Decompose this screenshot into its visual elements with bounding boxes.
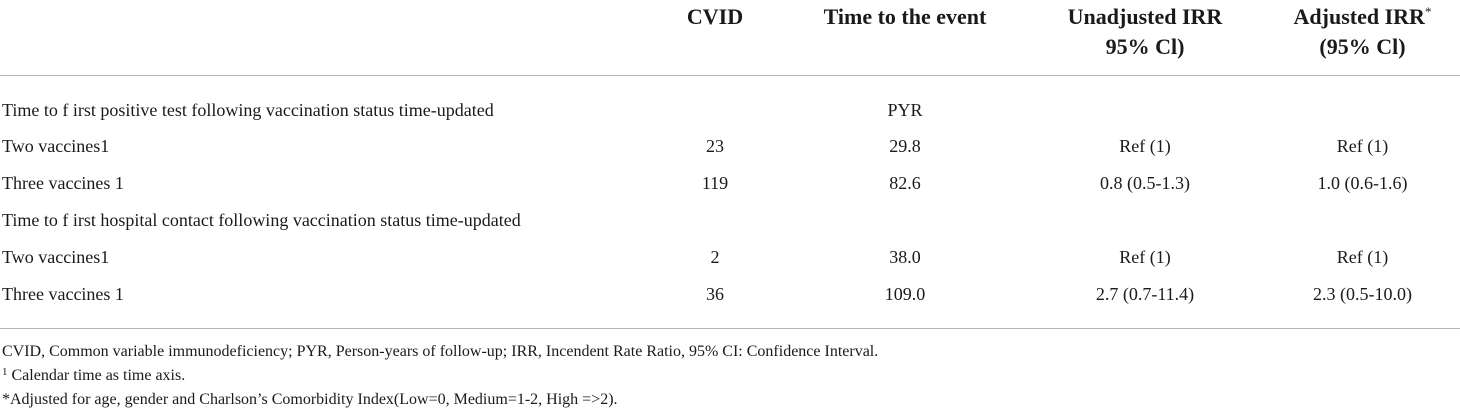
- header-adjusted-irr: Adjusted IRR* (95% Cl): [1265, 2, 1460, 62]
- row-cvid: 2: [710, 247, 720, 267]
- row-adjusted: Ref (1): [1336, 247, 1389, 267]
- footnote-marker: 1: [2, 366, 8, 378]
- row-cvid: 23: [706, 136, 724, 156]
- row-unadjusted: Ref (1): [1119, 247, 1171, 267]
- row-time: 38.0: [889, 247, 921, 267]
- row-cvid: 119: [701, 173, 729, 193]
- row-label: Two vaccines1: [2, 247, 110, 267]
- section-unit: PYR: [887, 100, 923, 120]
- row-cvid: 36: [706, 284, 724, 304]
- footnote-calendar-time: 1 Calendar time as time axis.: [2, 366, 185, 386]
- row-label: Three vaccines 1: [2, 284, 124, 304]
- header-adjusted-line1: Adjusted IRR*: [1265, 2, 1460, 32]
- row-unadjusted: 0.8 (0.5-1.3): [1100, 173, 1190, 193]
- row-adjusted: Ref (1): [1336, 136, 1389, 156]
- header-unadjusted-irr: Unadjusted IRR 95% Cl): [1030, 2, 1260, 62]
- header-unadjusted-line1: Unadjusted IRR: [1067, 4, 1223, 29]
- table-bottom-rule: [0, 328, 1460, 329]
- header-cvid: CVID: [686, 4, 744, 29]
- row-label: Three vaccines 1: [2, 173, 124, 193]
- header-adjusted-label: Adjusted IRR: [1293, 4, 1425, 29]
- row-unadjusted: Ref (1): [1119, 136, 1171, 156]
- header-unadjusted-line2: 95% Cl): [1105, 34, 1185, 59]
- footnote-abbreviations: CVID, Common variable immunodeficiency; …: [2, 343, 879, 360]
- footnote-adjusted-for: *Adjusted for age, gender and Charlson’s…: [2, 391, 618, 408]
- row-label: Two vaccines1: [2, 136, 110, 156]
- header-time-to-event: Time to the event: [823, 4, 987, 29]
- header-rule: [0, 75, 1460, 76]
- row-adjusted: 1.0 (0.6-1.6): [1317, 173, 1408, 193]
- footnote-calendar-text: Calendar time as time axis.: [7, 367, 186, 384]
- row-time: 109.0: [884, 284, 926, 304]
- row-adjusted: 2.3 (0.5-10.0): [1313, 284, 1412, 304]
- section-title: Time to f irst positive test following v…: [2, 100, 494, 120]
- header-adjusted-line2: (95% Cl): [1319, 34, 1406, 59]
- row-unadjusted: 2.7 (0.7-11.4): [1095, 284, 1195, 304]
- section-title: Time to f irst hospital contact followin…: [2, 210, 521, 230]
- header-adjusted-marker: *: [1424, 4, 1432, 19]
- row-time: 29.8: [889, 136, 921, 156]
- row-time: 82.6: [889, 173, 921, 193]
